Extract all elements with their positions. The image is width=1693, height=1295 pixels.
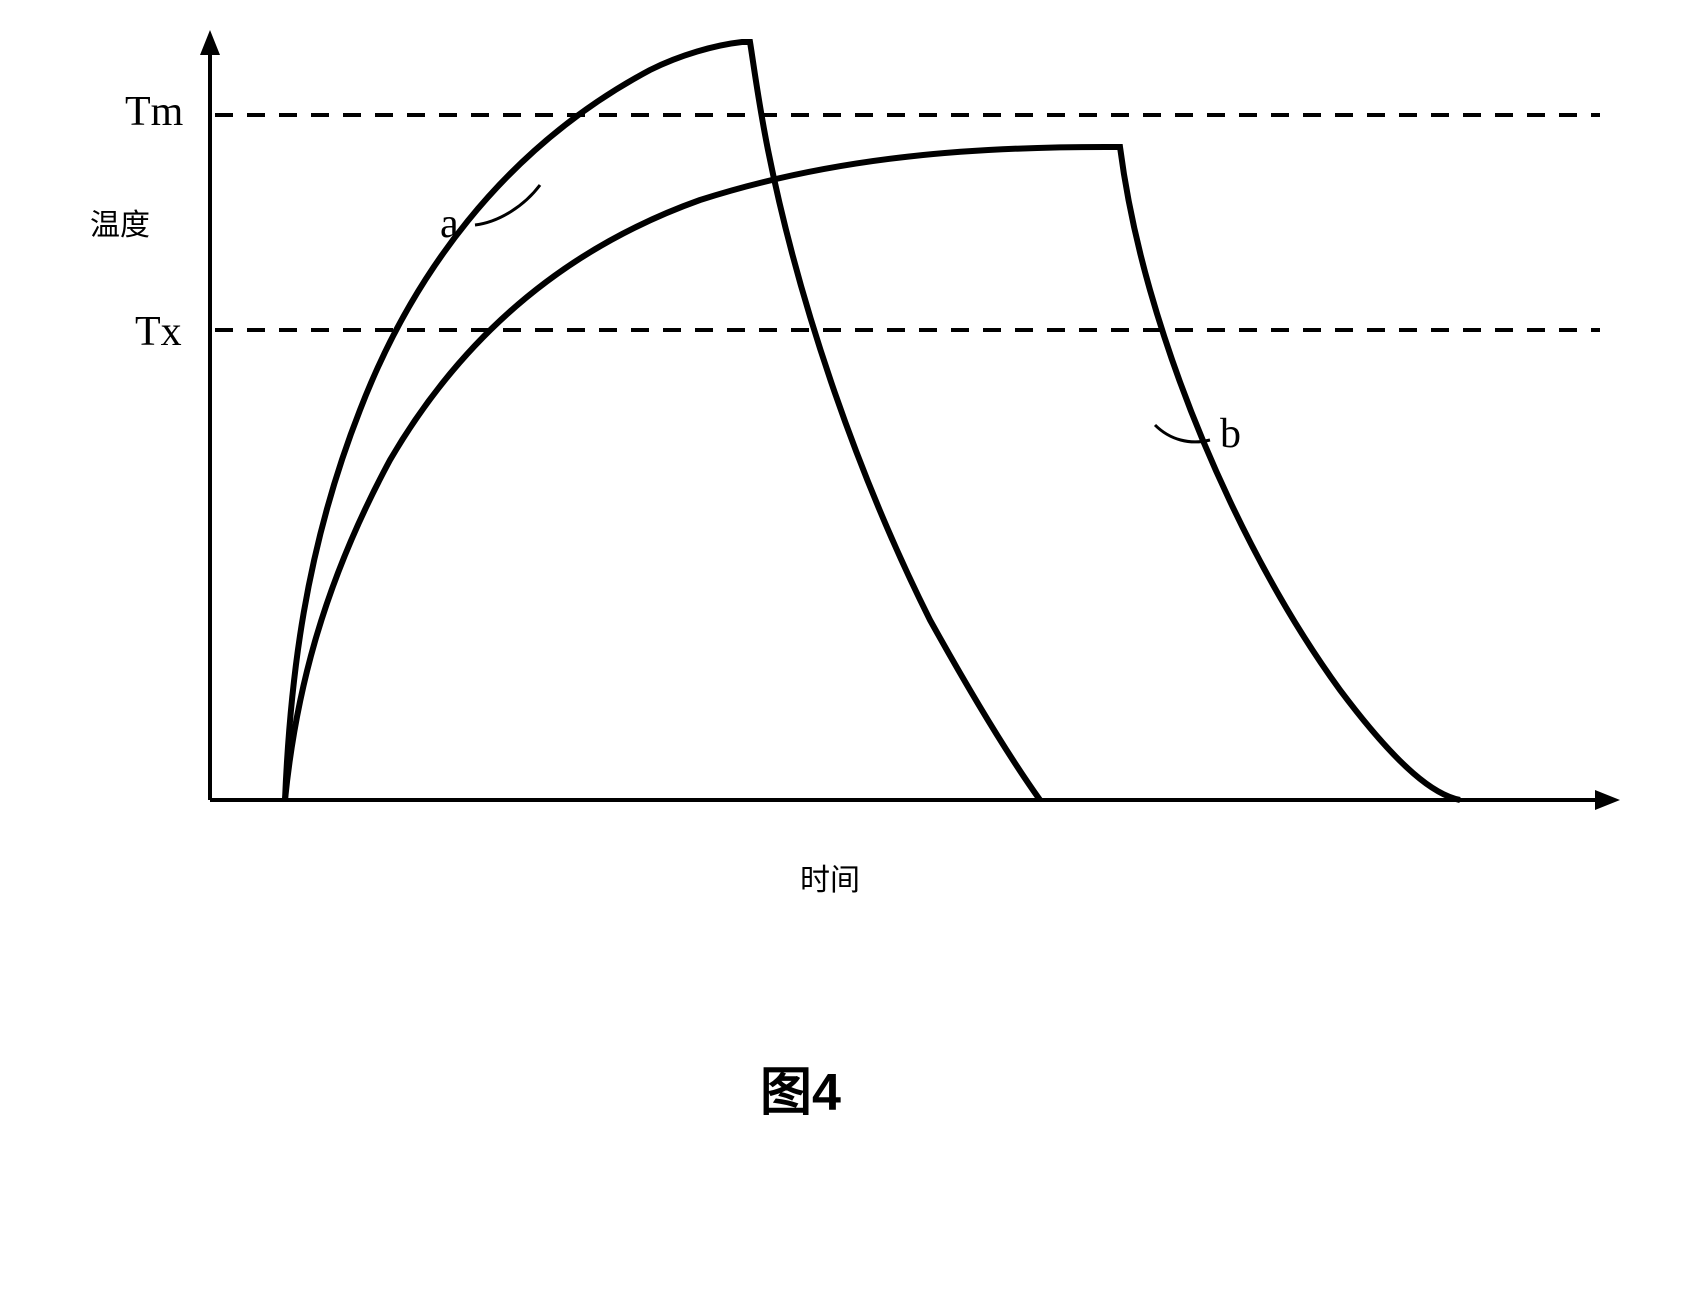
curve-a-label: a xyxy=(440,200,459,248)
chart-container: 温度 Tm Tx 时间 a b xyxy=(80,30,1620,930)
y-axis-label: 温度 xyxy=(90,200,150,244)
tick-tx: Tx xyxy=(135,308,182,356)
curve-b xyxy=(285,147,1460,800)
x-axis-arrow xyxy=(1595,790,1620,810)
figure-caption: 图4 xyxy=(760,1050,841,1125)
curve-b-label: b xyxy=(1220,410,1241,458)
x-axis-label: 时间 xyxy=(800,855,860,899)
chart-svg xyxy=(80,30,1620,930)
tick-tm: Tm xyxy=(125,88,183,136)
y-axis-arrow xyxy=(200,30,220,55)
